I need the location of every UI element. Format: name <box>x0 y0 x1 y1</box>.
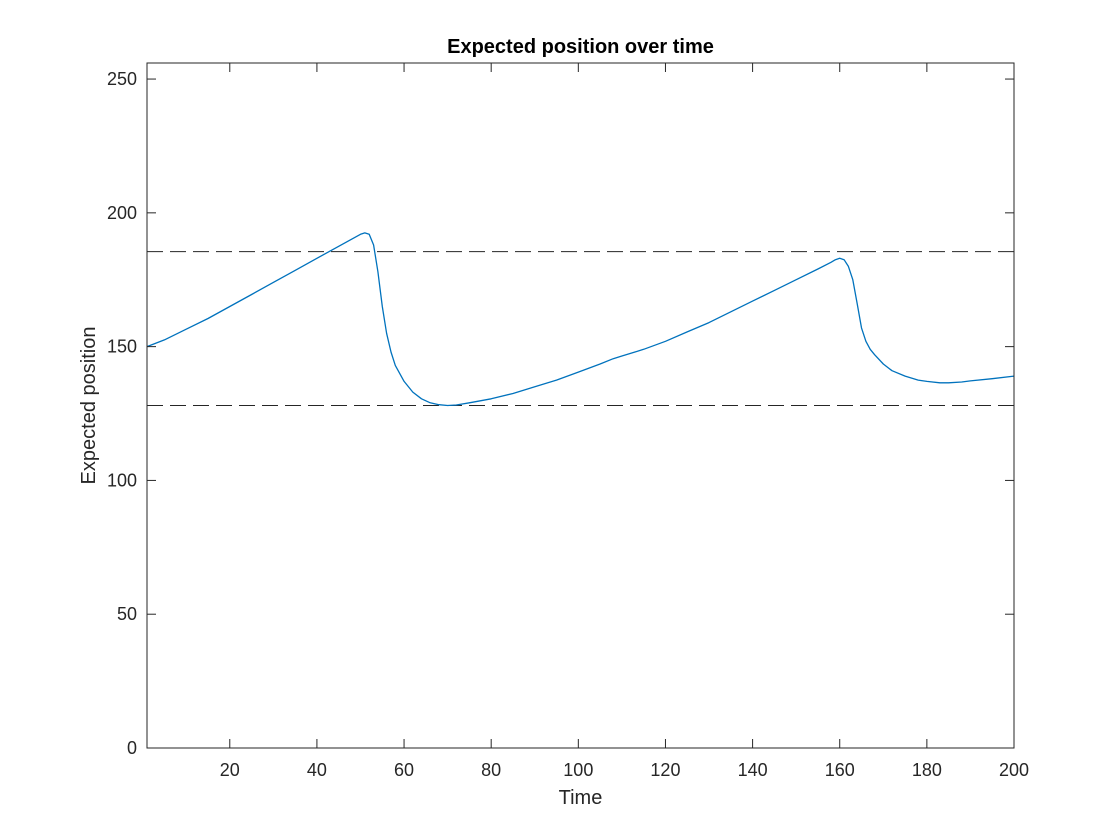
y-tick-label: 200 <box>107 203 137 223</box>
x-tick-label: 80 <box>481 760 501 780</box>
x-axis-label: Time <box>559 787 603 809</box>
x-tick-label: 20 <box>220 760 240 780</box>
x-tick-label: 140 <box>738 760 768 780</box>
reference-lines <box>147 251 1014 406</box>
tick-marks <box>147 63 1015 749</box>
x-tick-label: 160 <box>825 760 855 780</box>
y-tick-label: 0 <box>127 738 137 758</box>
x-tick-label: 60 <box>394 760 414 780</box>
y-tick-label: 50 <box>117 604 137 624</box>
x-tick-label: 120 <box>650 760 680 780</box>
y-axis-label: Expected position <box>78 327 100 485</box>
x-tick-label: 100 <box>563 760 593 780</box>
series-layer <box>146 232 1015 407</box>
x-tick-label: 40 <box>307 760 327 780</box>
y-tick-labels: 0 50 100 150 200 250 <box>107 69 137 758</box>
x-tick-label: 180 <box>912 760 942 780</box>
chart-title: Expected position over time <box>447 36 714 58</box>
y-tick-label: 250 <box>107 69 137 89</box>
y-tick-label: 100 <box>107 470 137 490</box>
y-tick-label: 150 <box>107 337 137 357</box>
axes-box <box>146 62 1015 749</box>
x-tick-labels: 20 40 60 80 100 120 140 160 180 200 <box>220 760 1029 780</box>
x-tick-label: 200 <box>999 760 1029 780</box>
series-line <box>146 232 1015 407</box>
